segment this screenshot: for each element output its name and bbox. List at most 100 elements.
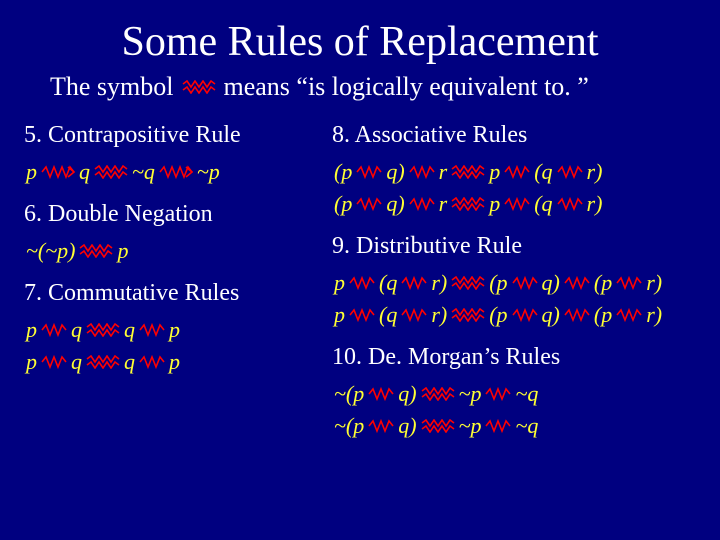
var: (q — [532, 191, 554, 217]
var: p — [332, 302, 347, 328]
var: p — [24, 317, 39, 343]
equiv-icon — [182, 80, 216, 94]
connective-icon — [139, 323, 165, 337]
intro-line: The symbol means “is logically equivalen… — [0, 72, 720, 112]
var: q — [122, 317, 137, 343]
var: p — [167, 317, 182, 343]
var: q — [122, 349, 137, 375]
var: q — [77, 159, 92, 185]
var: q) — [384, 159, 406, 185]
var: p — [487, 191, 502, 217]
connective-icon — [504, 197, 530, 211]
connective-icon — [349, 308, 375, 322]
rule10-line1: ~(p q) ~p ~q — [332, 381, 712, 407]
equiv-icon — [451, 197, 485, 211]
equiv-icon — [451, 308, 485, 322]
connective-icon — [557, 197, 583, 211]
var: p — [24, 159, 39, 185]
connective-icon — [349, 276, 375, 290]
connective-icon — [401, 276, 427, 290]
var: r) — [585, 159, 605, 185]
connective-icon — [368, 387, 394, 401]
rule-heading: 10. De. Morgan’s Rules — [332, 344, 712, 371]
var: (q — [377, 302, 399, 328]
right-column: 8. Associative Rules (p q) r p (q r) (p … — [332, 112, 712, 445]
connective-icon — [401, 308, 427, 322]
rule7-line1: p q q p — [24, 317, 324, 343]
var: q) — [384, 191, 406, 217]
connective-icon — [368, 419, 394, 433]
intro-before: The symbol — [50, 72, 174, 102]
equiv-icon — [79, 244, 113, 258]
rule10-line2: ~(p q) ~p ~q — [332, 413, 712, 439]
connective-icon — [41, 323, 67, 337]
connective-icon — [557, 165, 583, 179]
connective-icon — [41, 355, 67, 369]
var: r) — [429, 270, 449, 296]
var: r) — [585, 191, 605, 217]
connective-icon — [356, 165, 382, 179]
var: ~(~p) — [24, 238, 77, 264]
var: p — [487, 159, 502, 185]
var: (p — [332, 191, 354, 217]
arrow-icon — [159, 165, 193, 179]
connective-icon — [485, 387, 511, 401]
connective-icon — [616, 276, 642, 290]
arrow-icon — [41, 165, 75, 179]
var: ~q — [513, 413, 540, 439]
var: r — [437, 191, 450, 217]
var: (p — [592, 302, 614, 328]
rule9-line1: p (q r) (p q) (p r) — [332, 270, 712, 296]
connective-icon — [504, 165, 530, 179]
var: (p — [592, 270, 614, 296]
connective-icon — [512, 276, 538, 290]
rule9-line2: p (q r) (p q) (p r) — [332, 302, 712, 328]
connective-icon — [512, 308, 538, 322]
var: r — [437, 159, 450, 185]
var: q) — [396, 413, 418, 439]
rule7-line2: p q q p — [24, 349, 324, 375]
var: r) — [644, 270, 664, 296]
rule-heading: 8. Associative Rules — [332, 122, 712, 149]
equiv-icon — [451, 276, 485, 290]
var: (p — [332, 159, 354, 185]
connective-icon — [409, 197, 435, 211]
rule-heading: 7. Commutative Rules — [24, 280, 324, 307]
var: (q — [532, 159, 554, 185]
var: ~q — [130, 159, 157, 185]
equiv-icon — [86, 323, 120, 337]
var: ~(p — [332, 381, 366, 407]
connective-icon — [564, 276, 590, 290]
var: p — [24, 349, 39, 375]
equiv-icon — [451, 165, 485, 179]
var: p — [115, 238, 130, 264]
connective-icon — [485, 419, 511, 433]
connective-icon — [139, 355, 165, 369]
var: ~p — [457, 413, 484, 439]
equiv-icon — [94, 165, 128, 179]
var: p — [332, 270, 347, 296]
connective-icon — [616, 308, 642, 322]
var: r) — [644, 302, 664, 328]
rule8-line2: (p q) r p (q r) — [332, 191, 712, 217]
rule-heading: 5. Contrapositive Rule — [24, 122, 324, 149]
var: ~(p — [332, 413, 366, 439]
var: ~q — [513, 381, 540, 407]
var: q) — [540, 302, 562, 328]
equiv-icon — [421, 419, 455, 433]
var: q — [69, 349, 84, 375]
rule-heading: 6. Double Negation — [24, 201, 324, 228]
slide-title: Some Rules of Replacement — [0, 0, 720, 72]
var: (q — [377, 270, 399, 296]
var: q) — [396, 381, 418, 407]
var: p — [167, 349, 182, 375]
rule6-expr: ~(~p) p — [24, 238, 324, 264]
intro-after: means “is logically equivalent to. ” — [224, 72, 589, 102]
var: ~p — [195, 159, 222, 185]
var: q) — [540, 270, 562, 296]
equiv-icon — [86, 355, 120, 369]
var: (p — [487, 302, 509, 328]
connective-icon — [409, 165, 435, 179]
equiv-icon — [421, 387, 455, 401]
connective-icon — [564, 308, 590, 322]
